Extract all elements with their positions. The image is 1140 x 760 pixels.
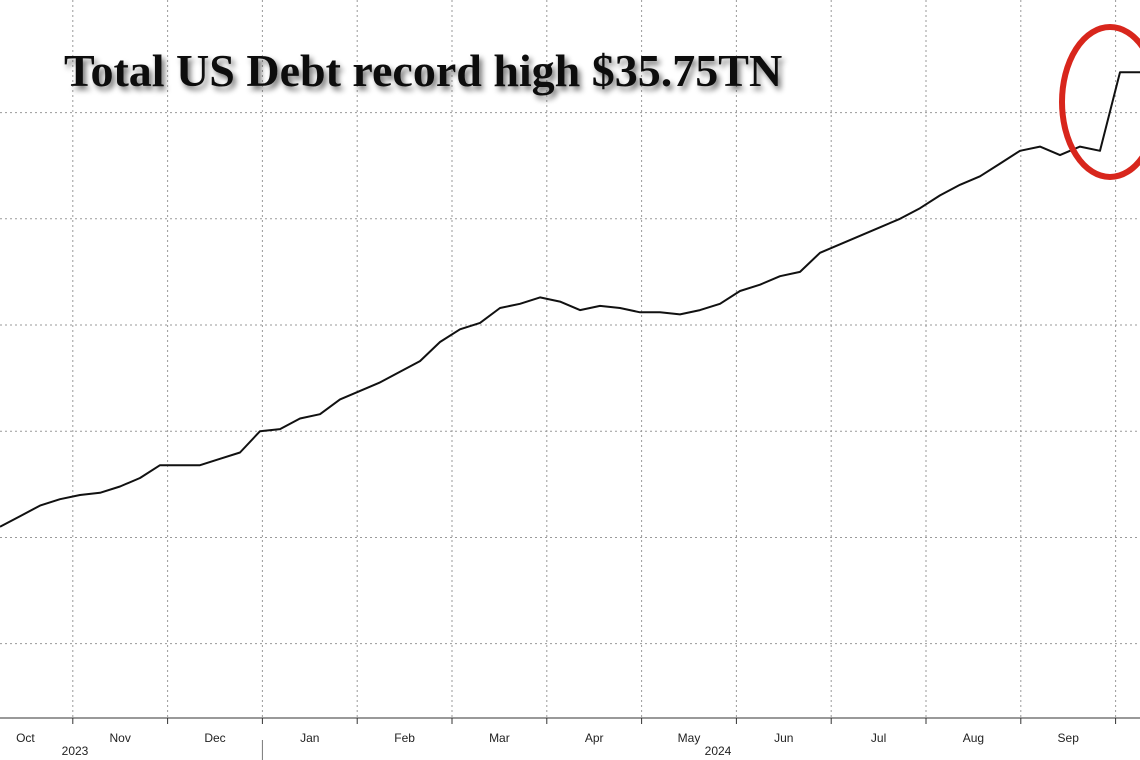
chart-title: Total US Debt record high $35.75TN	[64, 45, 782, 96]
grid	[0, 0, 1140, 718]
x-tick-label: Jun	[774, 731, 793, 745]
x-tick-label: May	[678, 731, 701, 745]
year-label: 2024	[705, 744, 732, 758]
debt-line	[0, 71, 1140, 528]
x-tick-label: Jan	[300, 731, 319, 745]
x-axis: Oct Nov Dec Jan Feb Mar Apr May Jun Jul Aug Sep 2023…	[0, 717, 1140, 760]
x-tick-label: Dec	[204, 731, 225, 745]
x-tick-label: Sep	[1058, 731, 1080, 745]
x-tick-label: Jul	[871, 731, 886, 745]
highlight-circle	[1059, 24, 1140, 180]
year-label: 2023	[62, 744, 89, 758]
x-tick-label: Oct	[16, 731, 35, 745]
plot-area	[0, 71, 1140, 528]
x-tick-label: Mar	[489, 731, 510, 745]
x-tick-label: Nov	[110, 731, 131, 745]
x-tick-label: Aug	[963, 731, 984, 745]
x-tick-label: Apr	[585, 731, 604, 745]
x-tick-label: Feb	[394, 731, 415, 745]
